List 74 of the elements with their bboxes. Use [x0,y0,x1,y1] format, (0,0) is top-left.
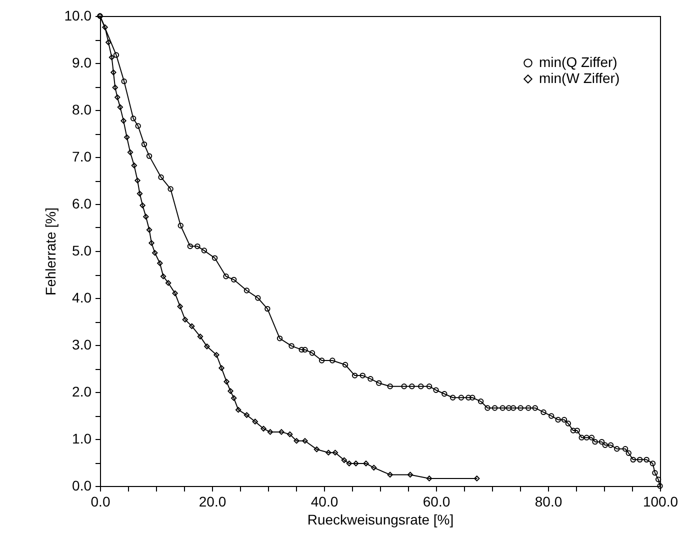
point [252,418,258,424]
y-tick-label: 7.0 [72,148,92,164]
point [353,460,359,466]
point [136,190,143,197]
point [235,407,242,413]
point [286,431,293,438]
point [160,274,166,280]
point [326,450,332,456]
point [267,429,274,435]
point [197,334,204,340]
point [157,260,163,266]
point [214,352,220,358]
point [260,426,266,432]
point [152,250,158,256]
point [112,84,118,90]
x-tick-label: 40.0 [310,494,338,510]
x-tick-label: 60.0 [422,494,450,510]
x-tick-label: 20.0 [198,494,226,510]
point [294,438,300,444]
point [278,429,284,435]
point [117,104,124,110]
point [106,39,112,46]
y-tick-label: 3.0 [72,336,92,352]
y-tick-label: 9.0 [72,54,92,70]
point [165,280,172,286]
point [182,316,188,322]
point [172,290,178,296]
point [426,476,432,482]
point [341,457,348,463]
y-tick-label: 5.0 [72,242,92,258]
point [407,472,414,478]
point [120,118,126,124]
y-tick-label: 6.0 [72,196,92,212]
point [188,323,195,330]
point [148,240,154,246]
point [314,446,320,452]
point [110,70,116,76]
x-tick-label: 0.0 [90,494,110,510]
y-tick-label: 0.0 [72,478,92,494]
point [134,178,140,184]
point [218,365,224,371]
y-tick-label: 4.0 [72,290,92,306]
point [146,227,152,233]
point [204,344,210,350]
x-axis-title: Rueckweisungsrate [%] [307,512,454,528]
point [230,395,237,401]
point [474,476,480,482]
point [131,162,138,168]
legend-label: min(W Ziffer) [539,70,620,86]
point [114,94,120,100]
y-tick-label: 1.0 [72,430,92,446]
point [108,54,115,60]
point [140,202,146,208]
y-axis-title: Fehlerrate [%] [42,208,58,296]
y-tick-label: 10.0 [64,8,92,24]
point [224,378,230,385]
legend-label: min(Q Ziffer) [539,54,618,70]
x-tick-label: 100.0 [642,494,678,510]
x-tick-label: 80.0 [534,494,562,510]
point [102,24,108,30]
point [363,460,369,466]
y-tick-label: 2.0 [72,384,92,400]
point [244,412,250,418]
point [387,472,393,478]
point [143,214,149,220]
point [127,149,134,156]
point [177,304,183,310]
point [228,388,234,394]
point [302,438,308,444]
point [370,464,377,471]
point [332,450,338,456]
y-tick-label: 8.0 [72,102,92,118]
point [346,460,352,466]
point [124,134,130,140]
